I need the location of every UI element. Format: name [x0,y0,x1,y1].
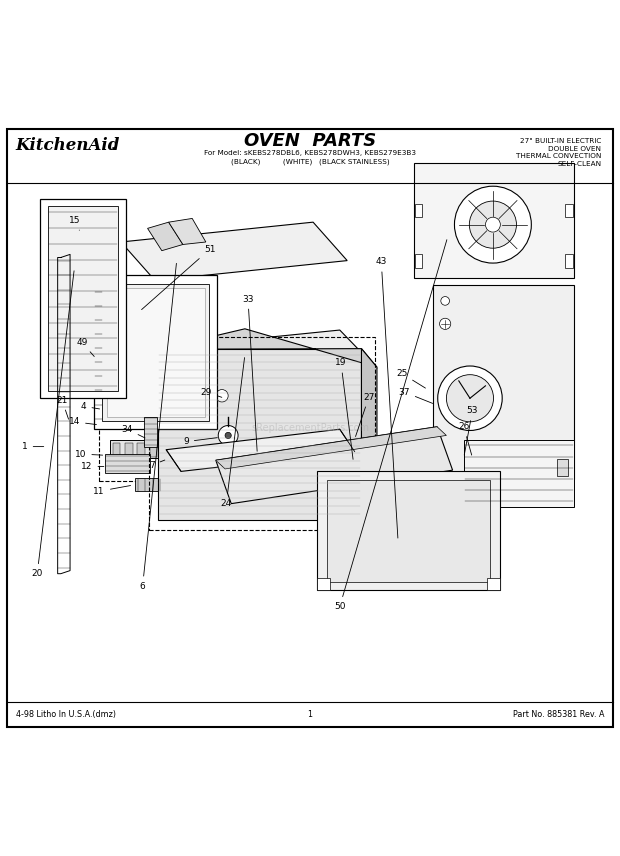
Bar [94,276,217,429]
Text: 9: 9 [183,437,218,446]
Bar [144,417,157,447]
Bar [414,163,574,278]
Bar [223,443,231,456]
Bar [73,260,87,269]
Circle shape [446,375,494,422]
Bar [48,206,118,391]
Bar [138,443,145,456]
Text: 6: 6 [140,264,177,591]
Bar [199,443,206,456]
Bar [149,337,375,531]
Bar [317,472,500,591]
Bar [565,254,573,268]
Text: 25: 25 [396,369,425,388]
Text: DOUBLE OVEN: DOUBLE OVEN [549,146,601,152]
Circle shape [469,201,516,248]
Circle shape [216,389,228,402]
Bar [433,285,574,479]
Bar [557,459,568,476]
Text: 24: 24 [221,358,244,508]
Ellipse shape [247,354,267,366]
Bar [135,478,163,491]
Bar [487,578,500,591]
Polygon shape [158,329,377,367]
Circle shape [225,432,231,438]
Text: 10: 10 [75,449,103,459]
Polygon shape [138,330,377,389]
Bar [102,284,209,420]
Bar [565,204,573,217]
Polygon shape [161,306,189,328]
Text: Part No. 885381 Rev. A: Part No. 885381 Rev. A [513,710,604,719]
Circle shape [218,425,238,445]
Polygon shape [179,301,208,321]
Bar [110,440,253,458]
Text: 14: 14 [69,418,97,426]
Text: 50: 50 [334,240,447,611]
Bar [317,578,330,591]
Text: 4: 4 [81,401,100,411]
Text: 20: 20 [32,270,74,578]
Bar [158,349,361,520]
Circle shape [438,366,502,431]
Circle shape [440,318,451,330]
Text: 51: 51 [141,245,215,310]
Text: 37: 37 [399,388,433,403]
Bar [40,199,126,398]
Text: 27" BUILT-IN ELECTRIC: 27" BUILT-IN ELECTRIC [520,138,601,144]
Bar [187,443,194,456]
Bar [236,443,243,456]
Text: 11: 11 [94,485,131,496]
Text: SELF-CLEAN: SELF-CLEAN [557,161,601,167]
Bar [464,440,574,508]
Polygon shape [148,223,183,251]
Text: sReplacementParts.com: sReplacementParts.com [251,423,369,433]
Bar [211,443,219,456]
Polygon shape [216,427,453,503]
Polygon shape [121,223,347,281]
Text: THERMAL CONVECTION: THERMAL CONVECTION [516,153,601,159]
Text: 33: 33 [242,294,257,451]
Text: OVEN  PARTS: OVEN PARTS [244,132,376,150]
Bar [415,254,422,268]
Polygon shape [169,218,206,245]
Text: 21: 21 [56,395,69,419]
Bar [162,443,169,456]
Text: 12: 12 [81,462,104,471]
Text: 34: 34 [122,425,145,438]
Text: 1: 1 [308,710,312,719]
Text: .: . [110,139,115,153]
Circle shape [441,296,450,306]
Text: 29: 29 [201,388,222,397]
Circle shape [485,217,500,232]
Bar [99,416,192,481]
Bar [248,443,255,456]
Text: 4-98 Litho In U.S.A.(dmz): 4-98 Litho In U.S.A.(dmz) [16,710,115,719]
Text: 49: 49 [76,338,94,356]
Text: 15: 15 [69,216,80,230]
Text: 1: 1 [22,442,44,451]
Bar [105,454,150,473]
Circle shape [454,187,531,263]
Text: 7: 7 [149,460,165,470]
Bar [107,288,205,417]
Bar [327,480,490,582]
Text: 26: 26 [458,422,472,455]
Text: 27: 27 [355,393,374,437]
Polygon shape [216,427,446,469]
Text: KitchenAid: KitchenAid [16,138,120,154]
Text: (BLACK)          (WHITE)   (BLACK STAINLESS): (BLACK) (WHITE) (BLACK STAINLESS) [231,158,389,164]
Bar [113,443,120,456]
Bar [125,443,133,456]
Bar [149,443,157,456]
Text: For Model: sKEBS278DBL6, KEBS278DWH3, KEBS279E3B3: For Model: sKEBS278DBL6, KEBS278DWH3, KE… [204,150,416,156]
Bar [415,204,422,217]
Bar [174,443,182,456]
Polygon shape [361,348,377,520]
Polygon shape [166,429,355,472]
Text: 43: 43 [376,258,398,538]
Text: 19: 19 [335,359,353,460]
Text: 53: 53 [464,406,478,455]
